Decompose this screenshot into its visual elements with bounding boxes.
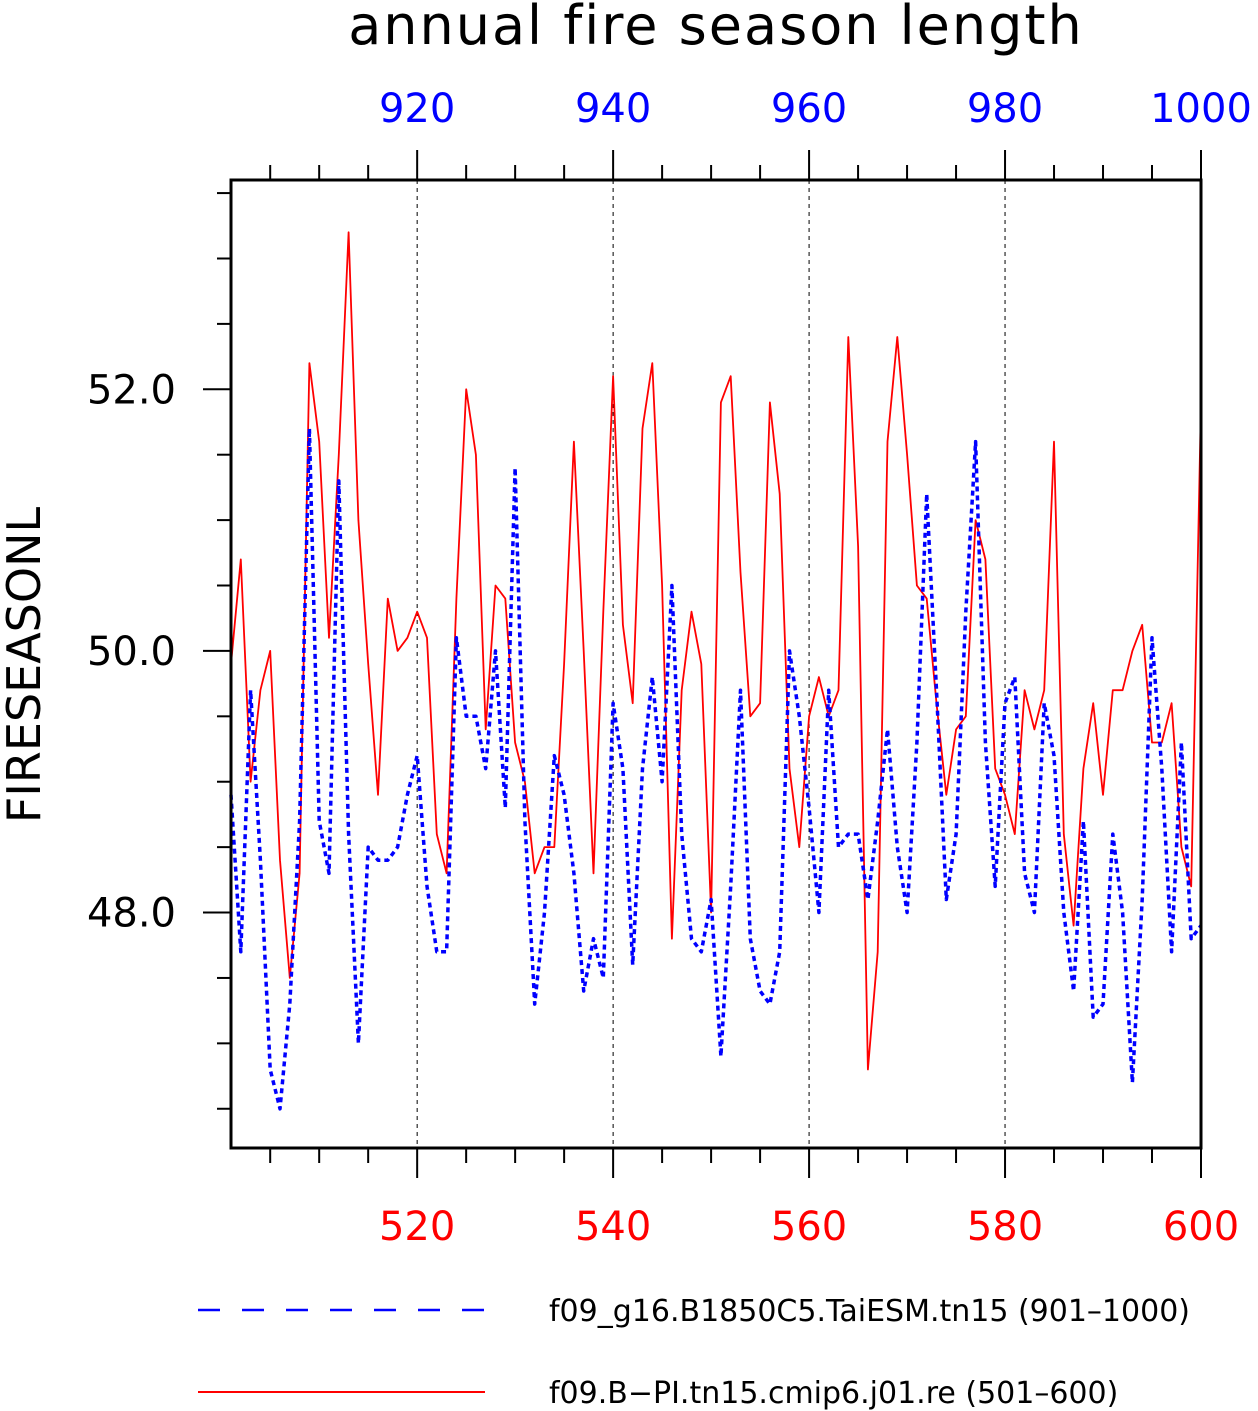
x-bottom-tick-label: 600 [1163, 1204, 1239, 1250]
x-bottom-tick-label: 580 [967, 1204, 1043, 1250]
grid-lines [416, 180, 1006, 1148]
x-top-tick-label: 960 [771, 86, 847, 132]
series-line-cmip6 [230, 231, 1202, 1071]
x-top-tick-label: 940 [575, 86, 651, 132]
x-top-tick-label: 980 [967, 86, 1043, 132]
x-bottom-tick-label: 520 [379, 1204, 455, 1250]
x-bottom-tick-label: 540 [575, 1204, 651, 1250]
series-line-taiesm [229, 426, 1203, 1111]
x-bottom-tick-labels: 520 540 560 580 600 [379, 1204, 1239, 1250]
y-tick-label: 48.0 [87, 891, 176, 937]
plot-frame [229, 178, 1203, 1150]
y-tick-label: 52.0 [87, 367, 176, 413]
y-tick-labels: 48.0 50.0 52.0 [87, 367, 176, 936]
x-top-tick-label: 920 [379, 86, 455, 132]
chart-title: annual fire season length [348, 0, 1084, 57]
x-bottom-tick-label: 560 [771, 1204, 847, 1250]
y-axis-label: FIRESEASONL [0, 507, 51, 824]
series-layer [229, 231, 1203, 1111]
y-tick-label: 50.0 [87, 629, 176, 675]
x-top-tick-label: 1000 [1150, 86, 1252, 132]
legend-label: f09.B−PI.tn15.cmip6.j01.re (501–600) [549, 1376, 1118, 1411]
legend-label: f09_g16.B1850C5.TaiESM.tn15 (901–1000) [549, 1294, 1190, 1329]
axis-ticks [203, 150, 1202, 1178]
legend: f09_g16.B1850C5.TaiESM.tn15 (901–1000) f0… [198, 1294, 1190, 1411]
x-top-tick-labels: 920 940 960 980 1000 [379, 86, 1252, 132]
